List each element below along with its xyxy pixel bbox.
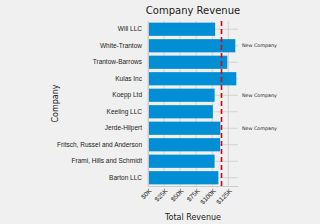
axis-line	[148, 22, 149, 187]
tick: Frami, Hills and Schmidt	[72, 157, 148, 164]
tick: $25K	[153, 186, 169, 203]
y-axis-label: Company	[51, 84, 60, 122]
tick-label: Keeling LLC	[107, 108, 143, 116]
tick-label: $0K	[140, 187, 154, 201]
tick: Fritsch, Russel and Anderson	[57, 141, 148, 148]
tick: Will LLC	[118, 25, 148, 32]
tick: Trantow-Barrows	[93, 58, 148, 65]
tick-label: Barton LLC	[109, 174, 142, 181]
tick-label: $100K	[199, 187, 218, 206]
tick-label: $125K	[215, 187, 234, 206]
tick-label: Will LLC	[118, 25, 143, 32]
annotation: New Company	[242, 93, 277, 98]
tick-label: $50K	[169, 187, 185, 203]
x-axis: $0K$25K$50K$75K$100K$125K	[140, 186, 239, 205]
axis-line	[149, 186, 239, 187]
tick: Koepp Ltd	[112, 91, 148, 99]
tick-label: Jerde-Hilpert	[105, 124, 142, 132]
bars	[148, 21, 236, 186]
tick-label: White-Trantow	[100, 42, 142, 49]
tick: $100K	[199, 186, 218, 205]
bar	[148, 155, 215, 168]
chart-svg: $0K$25K$50K$75K$100K$125K Will LLC White-T…	[0, 0, 320, 224]
plot-area: $0K$25K$50K$75K$100K$125K Will LLC White-T…	[57, 21, 238, 205]
background	[0, 0, 320, 224]
grid-line	[148, 21, 149, 186]
annotation: New Company	[242, 43, 277, 48]
bar	[148, 138, 220, 151]
tick: $125K	[215, 186, 234, 205]
bar	[148, 89, 215, 102]
tick-label: Kulas Inc	[115, 75, 142, 82]
tick-label: Koepp Ltd	[112, 91, 142, 99]
tick-label: $25K	[153, 187, 169, 203]
bar	[148, 171, 218, 184]
chart-container: $0K$25K$50K$75K$100K$125K Will LLC White-T…	[0, 0, 320, 224]
tick: Keeling LLC	[107, 108, 148, 116]
bar	[148, 72, 236, 85]
annotation: New Company	[242, 126, 277, 131]
tick: $0K	[140, 186, 154, 200]
title: Company Revenue	[146, 5, 240, 16]
tick: White-Trantow	[100, 42, 148, 49]
tick: Kulas Inc	[115, 75, 148, 82]
bar	[148, 56, 227, 69]
bar	[148, 122, 220, 135]
bar	[148, 23, 215, 36]
grid	[148, 21, 238, 186]
tick-label: Trantow-Barrows	[93, 58, 143, 65]
bar	[148, 105, 213, 118]
annotations: New Company New Company New Company	[242, 43, 277, 130]
tick: Jerde-Hilpert	[105, 124, 148, 132]
tick: Barton LLC	[109, 174, 148, 181]
y-axis: Will LLC White-Trantow Trantow-Barrows Kula…	[57, 22, 148, 187]
tick-label: Fritsch, Russel and Anderson	[57, 141, 142, 148]
reference-line	[221, 21, 223, 186]
x-axis-label: Total Revenue	[164, 213, 221, 222]
tick-label: Frami, Hills and Schmidt	[72, 157, 143, 164]
tick: $50K	[169, 186, 185, 203]
